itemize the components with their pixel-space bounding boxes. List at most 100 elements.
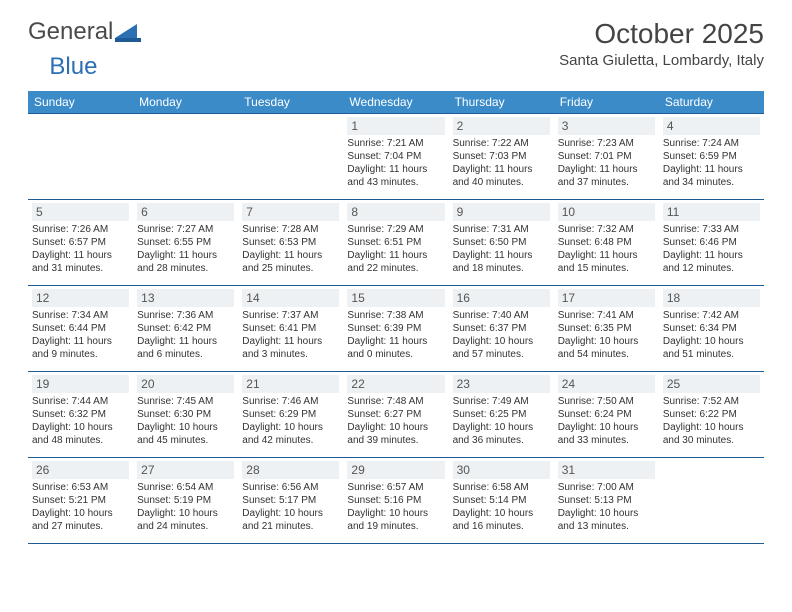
day-details: Sunrise: 7:26 AMSunset: 6:57 PMDaylight:…: [32, 223, 129, 275]
day-details: Sunrise: 7:52 AMSunset: 6:22 PMDaylight:…: [663, 395, 760, 447]
calendar-day-cell: 24Sunrise: 7:50 AMSunset: 6:24 PMDayligh…: [554, 372, 659, 458]
calendar-table: SundayMondayTuesdayWednesdayThursdayFrid…: [28, 91, 764, 544]
weekday-header: Sunday: [28, 91, 133, 114]
calendar-week-row: 1 Sunrise: 7:21 AMSunset: 7:04 PMDaylight…: [28, 114, 764, 200]
day-number: 23: [453, 375, 550, 393]
title-block: October 2025 Santa Giuletta, Lombardy, I…: [559, 18, 764, 69]
weekday-header: Friday: [554, 91, 659, 114]
calendar-week-row: 5 Sunrise: 7:26 AMSunset: 6:57 PMDaylight…: [28, 200, 764, 286]
day-number: 19: [32, 375, 129, 393]
day-details: Sunrise: 7:42 AMSunset: 6:34 PMDaylight:…: [663, 309, 760, 361]
day-details: Sunrise: 7:24 AMSunset: 6:59 PMDaylight:…: [663, 137, 760, 189]
day-details: Sunrise: 7:44 AMSunset: 6:32 PMDaylight:…: [32, 395, 129, 447]
day-number: 29: [347, 461, 444, 479]
calendar-day-cell: 4 Sunrise: 7:24 AMSunset: 6:59 PMDaylight…: [659, 114, 764, 200]
calendar-day-cell: 19 Sunrise: 7:44 AMSunset: 6:32 PMDayligh…: [28, 372, 133, 458]
calendar-week-row: 26 Sunrise: 6:53 AMSunset: 5:21 PMDayligh…: [28, 458, 764, 544]
day-number: 9: [453, 203, 550, 221]
day-number: 31: [558, 461, 655, 479]
calendar-day-cell: 23Sunrise: 7:49 AMSunset: 6:25 PMDayligh…: [449, 372, 554, 458]
logo-text-gray: General: [28, 18, 113, 46]
day-number: 2: [453, 117, 550, 135]
logo: General: [28, 18, 141, 46]
day-number: 26: [32, 461, 129, 479]
logo-text-blue: Blue: [49, 53, 97, 81]
day-details: Sunrise: 7:37 AMSunset: 6:41 PMDaylight:…: [242, 309, 339, 361]
day-details: Sunrise: 7:21 AMSunset: 7:04 PMDaylight:…: [347, 137, 444, 189]
weekday-header: Tuesday: [238, 91, 343, 114]
day-number: 4: [663, 117, 760, 135]
day-number: 12: [32, 289, 129, 307]
day-number: 6: [137, 203, 234, 221]
day-number: 27: [137, 461, 234, 479]
day-number: 11: [663, 203, 760, 221]
calendar-day-cell: 5 Sunrise: 7:26 AMSunset: 6:57 PMDaylight…: [28, 200, 133, 286]
day-number: 30: [453, 461, 550, 479]
day-number: 21: [242, 375, 339, 393]
calendar-day-cell: 1 Sunrise: 7:21 AMSunset: 7:04 PMDaylight…: [343, 114, 448, 200]
day-details: Sunrise: 7:22 AMSunset: 7:03 PMDaylight:…: [453, 137, 550, 189]
calendar-day-cell: 25Sunrise: 7:52 AMSunset: 6:22 PMDayligh…: [659, 372, 764, 458]
day-details: Sunrise: 6:58 AMSunset: 5:14 PMDaylight:…: [453, 481, 550, 533]
day-number: 24: [558, 375, 655, 393]
day-number: 10: [558, 203, 655, 221]
calendar-day-cell: 31 Sunrise: 7:00 AMSunset: 5:13 PMDayligh…: [554, 458, 659, 544]
calendar-day-cell: 28Sunrise: 6:56 AMSunset: 5:17 PMDayligh…: [238, 458, 343, 544]
logo-mark-icon: [115, 22, 141, 42]
day-details: Sunrise: 7:32 AMSunset: 6:48 PMDaylight:…: [558, 223, 655, 275]
day-details: Sunrise: 7:29 AMSunset: 6:51 PMDaylight:…: [347, 223, 444, 275]
day-number: 16: [453, 289, 550, 307]
calendar-day-cell: 16 Sunrise: 7:40 AMSunset: 6:37 PMDayligh…: [449, 286, 554, 372]
calendar-day-cell: 21 Sunrise: 7:46 AMSunset: 6:29 PMDayligh…: [238, 372, 343, 458]
calendar-day-cell: [238, 114, 343, 200]
calendar-day-cell: 26 Sunrise: 6:53 AMSunset: 5:21 PMDayligh…: [28, 458, 133, 544]
month-title: October 2025: [559, 18, 764, 50]
calendar-day-cell: 10 Sunrise: 7:32 AMSunset: 6:48 PMDayligh…: [554, 200, 659, 286]
calendar-day-cell: 29Sunrise: 6:57 AMSunset: 5:16 PMDayligh…: [343, 458, 448, 544]
calendar-day-cell: 6 Sunrise: 7:27 AMSunset: 6:55 PMDaylight…: [133, 200, 238, 286]
calendar-day-cell: 9 Sunrise: 7:31 AMSunset: 6:50 PMDaylight…: [449, 200, 554, 286]
day-details: Sunrise: 7:27 AMSunset: 6:55 PMDaylight:…: [137, 223, 234, 275]
day-number: 1: [347, 117, 444, 135]
day-number: 17: [558, 289, 655, 307]
location-text: Santa Giuletta, Lombardy, Italy: [559, 52, 764, 69]
day-number: 5: [32, 203, 129, 221]
day-number: 22: [347, 375, 444, 393]
calendar-day-cell: 2 Sunrise: 7:22 AMSunset: 7:03 PMDaylight…: [449, 114, 554, 200]
calendar-body: 1 Sunrise: 7:21 AMSunset: 7:04 PMDaylight…: [28, 114, 764, 544]
calendar-day-cell: 12Sunrise: 7:34 AMSunset: 6:44 PMDayligh…: [28, 286, 133, 372]
calendar-day-cell: [28, 114, 133, 200]
calendar-day-cell: 8 Sunrise: 7:29 AMSunset: 6:51 PMDaylight…: [343, 200, 448, 286]
calendar-day-cell: 13Sunrise: 7:36 AMSunset: 6:42 PMDayligh…: [133, 286, 238, 372]
day-number: 14: [242, 289, 339, 307]
weekday-header: Thursday: [449, 91, 554, 114]
calendar-day-cell: 20Sunrise: 7:45 AMSunset: 6:30 PMDayligh…: [133, 372, 238, 458]
weekday-header: Wednesday: [343, 91, 448, 114]
calendar-day-cell: 3 Sunrise: 7:23 AMSunset: 7:01 PMDaylight…: [554, 114, 659, 200]
day-details: Sunrise: 7:23 AMSunset: 7:01 PMDaylight:…: [558, 137, 655, 189]
day-details: Sunrise: 7:31 AMSunset: 6:50 PMDaylight:…: [453, 223, 550, 275]
day-details: Sunrise: 7:40 AMSunset: 6:37 PMDaylight:…: [453, 309, 550, 361]
day-details: Sunrise: 7:36 AMSunset: 6:42 PMDaylight:…: [137, 309, 234, 361]
calendar-day-cell: 17 Sunrise: 7:41 AMSunset: 6:35 PMDayligh…: [554, 286, 659, 372]
weekday-header: Monday: [133, 91, 238, 114]
calendar-day-cell: 15Sunrise: 7:38 AMSunset: 6:39 PMDayligh…: [343, 286, 448, 372]
weekday-header-row: SundayMondayTuesdayWednesdayThursdayFrid…: [28, 91, 764, 114]
calendar-week-row: 19 Sunrise: 7:44 AMSunset: 6:32 PMDayligh…: [28, 372, 764, 458]
calendar-day-cell: [133, 114, 238, 200]
day-details: Sunrise: 7:41 AMSunset: 6:35 PMDaylight:…: [558, 309, 655, 361]
calendar-day-cell: [659, 458, 764, 544]
day-number: 18: [663, 289, 760, 307]
day-details: Sunrise: 7:33 AMSunset: 6:46 PMDaylight:…: [663, 223, 760, 275]
day-number: 8: [347, 203, 444, 221]
day-details: Sunrise: 6:53 AMSunset: 5:21 PMDaylight:…: [32, 481, 129, 533]
calendar-day-cell: 11 Sunrise: 7:33 AMSunset: 6:46 PMDayligh…: [659, 200, 764, 286]
weekday-header: Saturday: [659, 91, 764, 114]
day-details: Sunrise: 6:54 AMSunset: 5:19 PMDaylight:…: [137, 481, 234, 533]
day-details: Sunrise: 7:46 AMSunset: 6:29 PMDaylight:…: [242, 395, 339, 447]
calendar-day-cell: 30 Sunrise: 6:58 AMSunset: 5:14 PMDayligh…: [449, 458, 554, 544]
day-number: 3: [558, 117, 655, 135]
calendar-day-cell: 18 Sunrise: 7:42 AMSunset: 6:34 PMDayligh…: [659, 286, 764, 372]
day-details: Sunrise: 7:00 AMSunset: 5:13 PMDaylight:…: [558, 481, 655, 533]
day-number: 28: [242, 461, 339, 479]
